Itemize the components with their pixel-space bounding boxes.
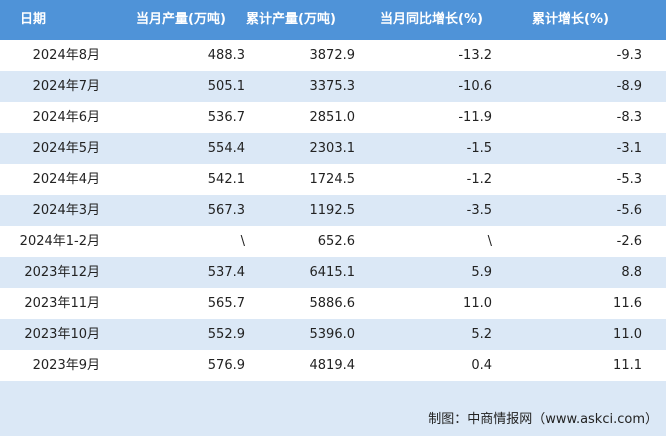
table-cell: 6415.1 [309,265,356,280]
column-header: 当月同比增长(%) [380,12,483,27]
table-cell: 2023年9月 [32,358,100,373]
table-cell: \ [487,234,492,249]
table-cell: 2024年6月 [32,110,100,125]
table-cell: -10.6 [458,79,492,94]
table-cell: 1724.5 [309,172,356,187]
table-cell: 11.0 [463,296,492,311]
table-cell: -5.3 [616,172,642,187]
table-cell: -3.5 [466,203,492,218]
table-cell: 2851.0 [309,110,356,125]
table-row: 2023年9月 576.9 4819.4 0.4 11.1 [0,350,666,381]
table-cell: -1.5 [466,141,492,156]
table-cell: 0.4 [471,358,492,373]
table-cell: 5.9 [471,265,492,280]
table-cell: 2303.1 [309,141,356,156]
table-row: 2024年6月 536.7 2851.0 -11.9 -8.3 [0,102,666,133]
table-cell: -13.2 [458,48,492,63]
table-row: 2023年11月 565.7 5886.6 11.0 11.6 [0,288,666,319]
table-cell: 536.7 [207,110,245,125]
table-cell: 2024年7月 [32,79,100,94]
table-cell: 2024年4月 [32,172,100,187]
source-note: 制图：中商情报网（www.askci.com） [428,412,658,427]
table-cell: 2024年8月 [32,48,100,63]
table-cell: 576.9 [207,358,245,373]
table-cell: -5.6 [616,203,642,218]
table-cell: 2023年12月 [24,265,100,280]
table-cell: 5886.6 [309,296,356,311]
table-cell: 4819.4 [309,358,356,373]
table-cell: -3.1 [616,141,642,156]
table-cell: 11.6 [613,296,642,311]
table-cell: -1.2 [466,172,492,187]
table-cell: 3375.3 [309,79,356,94]
table-cell: 537.4 [207,265,245,280]
table-cell: 1192.5 [309,203,356,218]
table-cell: 2024年3月 [32,203,100,218]
header-row: 日期 当月产量(万吨) 累计产量(万吨) 当月同比增长(%) 累计增长(%) [0,0,666,40]
table-cell: 11.1 [613,358,642,373]
table-cell: 3872.9 [309,48,356,63]
table-row: 2024年7月 505.1 3375.3 -10.6 -8.9 [0,71,666,102]
column-header: 当月产量(万吨) [136,12,226,27]
column-header: 累计产量(万吨) [246,12,336,27]
table-cell: 542.1 [207,172,245,187]
table-row: 2024年5月 554.4 2303.1 -1.5 -3.1 [0,133,666,164]
table-cell: 2024年1-2月 [19,234,100,249]
table-cell: 552.9 [207,327,245,342]
table-cell: 2023年11月 [24,296,100,311]
table-row: 2024年3月 567.3 1192.5 -3.5 -5.6 [0,195,666,226]
table-row: 2024年1-2月 \ 652.6 \ -2.6 [0,226,666,257]
column-header: 日期 [20,12,47,27]
table-cell: 2024年5月 [32,141,100,156]
column-header: 累计增长(%) [532,12,609,27]
table-cell: 2023年10月 [24,327,100,342]
table-row: 2023年12月 537.4 6415.1 5.9 8.8 [0,257,666,288]
table-cell: 554.4 [207,141,245,156]
table-cell: 565.7 [207,296,245,311]
table-cell: -8.3 [616,110,642,125]
table-cell: -8.9 [616,79,642,94]
table-row: 2023年10月 552.9 5396.0 5.2 11.0 [0,319,666,350]
table-row: 2024年4月 542.1 1724.5 -1.2 -5.3 [0,164,666,195]
table-cell: -2.6 [616,234,642,249]
table-cell: 652.6 [317,234,355,249]
table-cell: 11.0 [613,327,642,342]
table-cell: 5396.0 [309,327,356,342]
table-cell: 488.3 [207,48,245,63]
table-row: 2024年8月 488.3 3872.9 -13.2 -9.3 [0,40,666,71]
table-cell: -11.9 [458,110,492,125]
table-cell: 8.8 [621,265,642,280]
table-cell: -9.3 [616,48,642,63]
table-cell: 505.1 [207,79,245,94]
table-cell: 567.3 [207,203,245,218]
table-cell: \ [240,234,245,249]
table-cell: 5.2 [471,327,492,342]
